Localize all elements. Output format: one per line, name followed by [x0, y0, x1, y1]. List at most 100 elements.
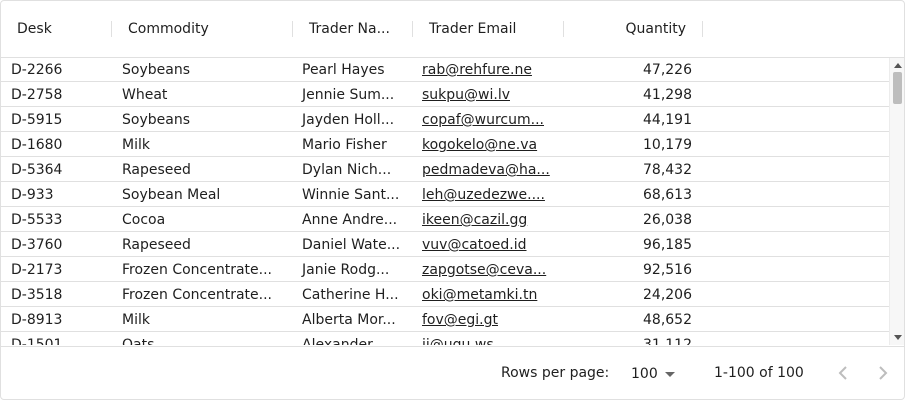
column-header-row: Desk Commodity Trader Na... Trader Email… — [1, 1, 904, 58]
cell-trader-name[interactable]: Anne Andre... — [302, 212, 398, 228]
cell-quantity[interactable]: 41,298 — [643, 87, 692, 103]
cell-commodity[interactable]: Milk — [122, 312, 150, 328]
table-row[interactable]: D-8913 Milk Alberta Mor... fov@egi.gt 48,652 — [1, 308, 889, 332]
cell-trader-name[interactable]: Dylan Nich... — [302, 162, 392, 178]
chevron-down-icon — [665, 372, 675, 377]
column-header-trader-name[interactable]: Trader Na... — [309, 21, 390, 37]
cell-trader-name[interactable]: Jennie Sum... — [302, 87, 395, 103]
cell-desk[interactable]: D-5364 — [11, 162, 63, 178]
cell-trader-name[interactable]: Catherine H... — [302, 287, 399, 303]
cell-commodity[interactable]: Rapeseed — [122, 162, 191, 178]
column-header-trader-email[interactable]: Trader Email — [429, 21, 517, 37]
table-row[interactable]: D-3518 Frozen Concentrate... Catherine H..… — [1, 283, 889, 307]
column-separator[interactable] — [412, 21, 413, 37]
column-header-quantity[interactable]: Quantity — [625, 21, 687, 37]
vertical-scrollbar[interactable] — [889, 58, 904, 345]
cell-commodity[interactable]: Wheat — [122, 87, 168, 103]
cell-trader-name[interactable]: Daniel Wate... — [302, 237, 401, 253]
chevron-right-icon — [879, 366, 888, 380]
cell-commodity[interactable]: Soybeans — [122, 112, 190, 128]
column-separator[interactable] — [292, 21, 293, 37]
cell-desk[interactable]: D-1501 — [11, 337, 63, 345]
next-page-button[interactable] — [871, 361, 895, 385]
table-row[interactable]: D-933 Soybean Meal Winnie Sant... leh@uzede… — [1, 183, 889, 207]
cell-commodity[interactable]: Soybean Meal — [122, 187, 221, 203]
cell-quantity[interactable]: 92,516 — [643, 262, 692, 278]
table-row[interactable]: D-5533 Cocoa Anne Andre... ikeen@cazil.gg 26… — [1, 208, 889, 232]
cell-quantity[interactable]: 44,191 — [643, 112, 692, 128]
cell-desk[interactable]: D-2758 — [11, 87, 63, 103]
cell-desk[interactable]: D-2173 — [11, 262, 63, 278]
table-row[interactable]: D-2173 Frozen Concentrate... Janie Rodg...… — [1, 258, 889, 282]
cell-trader-name[interactable]: Pearl Hayes — [302, 62, 385, 78]
previous-page-button[interactable] — [831, 361, 855, 385]
cell-commodity[interactable]: Cocoa — [122, 212, 166, 228]
cell-trader-name[interactable]: Janie Rodg... — [302, 262, 390, 278]
email-link[interactable]: pedmadeva@ha... — [422, 162, 550, 178]
cell-desk[interactable]: D-5915 — [11, 112, 63, 128]
cell-trader-name[interactable]: Alberta Mor... — [302, 312, 396, 328]
cell-commodity[interactable]: Frozen Concentrate... — [122, 262, 273, 278]
column-separator[interactable] — [702, 21, 703, 37]
table-row[interactable]: D-5364 Rapeseed Dylan Nich... pedmadeva@ha.… — [1, 158, 889, 182]
pagination-range: 1-100 of 100 — [714, 365, 804, 381]
scroll-up-arrow-icon[interactable] — [894, 63, 902, 68]
cell-desk[interactable]: D-2266 — [11, 62, 63, 78]
column-header-desk[interactable]: Desk — [17, 21, 52, 37]
scroll-down-arrow-icon[interactable] — [894, 335, 902, 340]
rows-per-page-label: Rows per page: — [501, 365, 610, 381]
cell-quantity[interactable]: 78,432 — [643, 162, 692, 178]
cell-quantity[interactable]: 96,185 — [643, 237, 692, 253]
email-link[interactable]: oki@metamki.tn — [422, 287, 538, 303]
cell-commodity[interactable]: Oats — [122, 337, 155, 345]
cell-desk[interactable]: D-1680 — [11, 137, 63, 153]
table-row[interactable]: D-2758 Wheat Jennie Sum... sukpu@wi.lv 41,29… — [1, 83, 889, 107]
email-link[interactable]: ikeen@cazil.gg — [422, 212, 528, 228]
cell-quantity[interactable]: 24,206 — [643, 287, 692, 303]
email-link[interactable]: zapgotse@ceva... — [422, 262, 547, 278]
email-link[interactable]: leh@uzedezwe.... — [422, 187, 545, 203]
email-link[interactable]: sukpu@wi.lv — [422, 87, 510, 103]
cell-trader-email: pedmadeva@ha... — [412, 158, 562, 182]
cell-quantity[interactable]: 10,179 — [643, 137, 692, 153]
table-row[interactable]: D-5915 Soybeans Jayden Holl... copaf@wurcum… — [1, 108, 889, 132]
cell-commodity[interactable]: Soybeans — [122, 62, 190, 78]
cell-quantity[interactable]: 31,112 — [643, 337, 692, 345]
table-row[interactable]: D-2266 Soybeans Pearl Hayes rab@rehfure.ne 4… — [1, 58, 889, 82]
email-link[interactable]: copaf@wurcum... — [422, 112, 544, 128]
email-link[interactable]: rab@rehfure.ne — [422, 62, 532, 78]
column-separator[interactable] — [563, 21, 564, 37]
email-link[interactable]: kogokelo@ne.va — [422, 137, 538, 153]
cell-quantity[interactable]: 68,613 — [643, 187, 692, 203]
cell-desk[interactable]: D-8913 — [11, 312, 63, 328]
table-row[interactable]: D-3760 Rapeseed Daniel Wate... vuv@catoed.i… — [1, 233, 889, 257]
cell-trader-email: rab@rehfure.ne — [412, 58, 562, 82]
cell-trader-name[interactable]: Jayden Holl... — [302, 112, 395, 128]
table-row[interactable]: D-1501 Oats Alexander... ji@ugu.ws 31,112 — [1, 333, 889, 345]
column-separator[interactable] — [111, 21, 112, 37]
cell-quantity[interactable]: 26,038 — [643, 212, 692, 228]
rows-per-page-select[interactable]: 100 — [631, 363, 681, 385]
cell-commodity[interactable]: Frozen Concentrate... — [122, 287, 273, 303]
cell-trader-name[interactable]: Mario Fisher — [302, 137, 387, 153]
cell-trader-email: ji@ugu.ws — [412, 333, 562, 345]
table-row[interactable]: D-1680 Milk Mario Fisher kogokelo@ne.va 10,1… — [1, 133, 889, 157]
cell-trader-name[interactable]: Winnie Sant... — [302, 187, 400, 203]
cell-trader-email: oki@metamki.tn — [412, 283, 562, 307]
email-link[interactable]: ji@ugu.ws — [422, 337, 494, 345]
cell-desk[interactable]: D-3518 — [11, 287, 63, 303]
email-link[interactable]: vuv@catoed.id — [422, 237, 527, 253]
cell-commodity[interactable]: Rapeseed — [122, 237, 191, 253]
cell-trader-email: sukpu@wi.lv — [412, 83, 562, 107]
column-header-commodity[interactable]: Commodity — [128, 21, 209, 37]
cell-trader-name[interactable]: Alexander... — [302, 337, 385, 345]
cell-desk[interactable]: D-5533 — [11, 212, 63, 228]
cell-quantity[interactable]: 47,226 — [643, 62, 692, 78]
cell-commodity[interactable]: Milk — [122, 137, 150, 153]
cell-desk[interactable]: D-933 — [11, 187, 54, 203]
email-link[interactable]: fov@egi.gt — [422, 312, 498, 328]
cell-quantity[interactable]: 48,652 — [643, 312, 692, 328]
cell-desk[interactable]: D-3760 — [11, 237, 63, 253]
scrollbar-thumb[interactable] — [893, 72, 902, 104]
